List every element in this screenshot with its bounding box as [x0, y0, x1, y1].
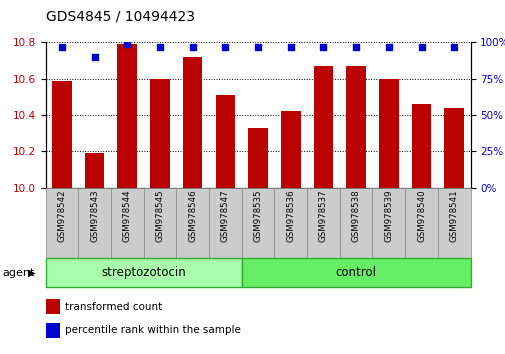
Point — [286, 44, 294, 50]
Bar — [45, 299, 60, 314]
Bar — [372, 188, 405, 258]
Point — [351, 44, 360, 50]
Text: GSM978543: GSM978543 — [90, 190, 99, 242]
Bar — [437, 188, 470, 258]
Bar — [45, 188, 78, 258]
Text: ▶: ▶ — [28, 268, 35, 278]
Point — [156, 44, 164, 50]
Text: GSM978547: GSM978547 — [220, 190, 229, 242]
Bar — [215, 95, 235, 188]
Text: GSM978539: GSM978539 — [384, 190, 392, 242]
Bar — [339, 188, 372, 258]
Text: GSM978537: GSM978537 — [318, 190, 327, 242]
Point — [319, 44, 327, 50]
Point — [58, 44, 66, 50]
Text: GSM978536: GSM978536 — [286, 190, 295, 242]
Bar — [85, 153, 104, 188]
Bar — [274, 188, 307, 258]
Point — [188, 44, 196, 50]
Bar — [52, 81, 72, 188]
Bar — [411, 104, 430, 188]
Bar — [307, 188, 339, 258]
Text: streptozotocin: streptozotocin — [101, 266, 186, 279]
Point — [417, 44, 425, 50]
Bar — [443, 108, 463, 188]
Bar — [241, 188, 274, 258]
Text: GDS4845 / 10494423: GDS4845 / 10494423 — [45, 9, 194, 23]
Text: GSM978541: GSM978541 — [449, 190, 458, 242]
Text: GSM978545: GSM978545 — [155, 190, 164, 242]
Bar — [182, 57, 202, 188]
Bar — [280, 112, 300, 188]
Text: GSM978535: GSM978535 — [253, 190, 262, 242]
Bar — [405, 188, 437, 258]
Text: percentile rank within the sample: percentile rank within the sample — [65, 325, 240, 335]
Bar — [78, 188, 111, 258]
Bar — [313, 66, 333, 188]
Bar — [248, 128, 267, 188]
Bar — [45, 258, 241, 287]
Text: GSM978544: GSM978544 — [123, 190, 131, 242]
Text: GSM978538: GSM978538 — [351, 190, 360, 242]
Bar — [150, 79, 170, 188]
Bar — [117, 44, 137, 188]
Bar — [111, 188, 143, 258]
Point — [449, 44, 458, 50]
Point — [384, 44, 392, 50]
Bar — [345, 66, 365, 188]
Text: transformed count: transformed count — [65, 302, 162, 312]
Text: GSM978542: GSM978542 — [57, 190, 66, 242]
Text: agent: agent — [3, 268, 35, 278]
Bar — [241, 258, 470, 287]
Bar — [143, 188, 176, 258]
Text: GSM978540: GSM978540 — [416, 190, 425, 242]
Point — [221, 44, 229, 50]
Bar — [378, 79, 398, 188]
Text: control: control — [335, 266, 376, 279]
Bar — [45, 323, 60, 338]
Text: GSM978546: GSM978546 — [188, 190, 197, 242]
Point — [90, 54, 98, 60]
Bar — [176, 188, 209, 258]
Point — [254, 44, 262, 50]
Point — [123, 41, 131, 47]
Bar — [209, 188, 241, 258]
